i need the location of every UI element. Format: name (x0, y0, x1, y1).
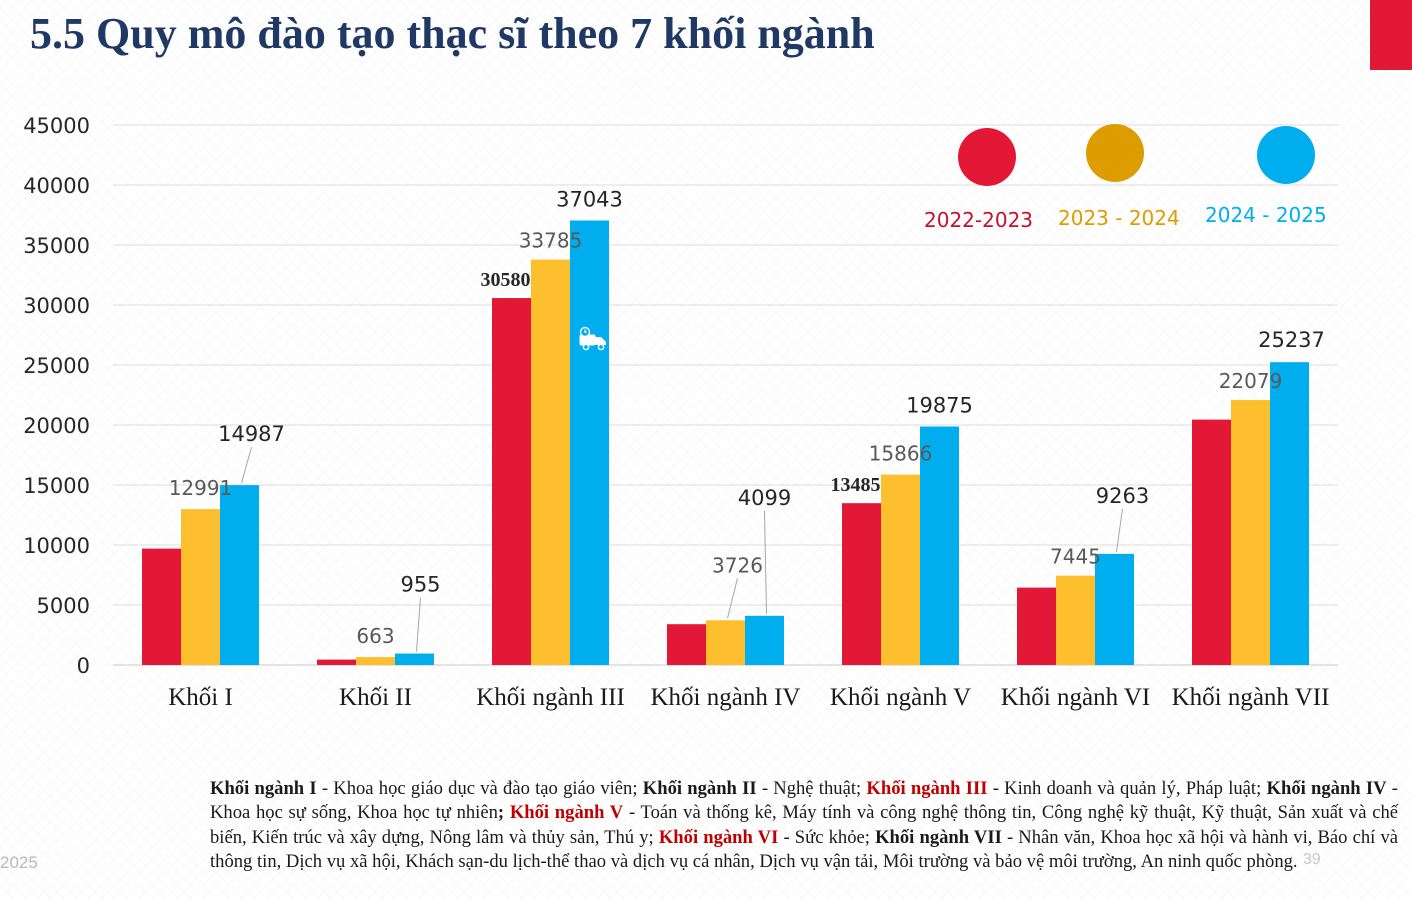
data-label: 19875 (906, 394, 973, 418)
footnote-term: Khối ngành V (509, 802, 624, 824)
data-label: 7445 (1050, 545, 1101, 569)
bar-3 (220, 485, 259, 665)
bar-2 (531, 259, 570, 665)
legend-label-series-2: 2023 - 2024 (1058, 206, 1180, 230)
footnote-term: Khối ngành VII (875, 826, 1002, 848)
data-label: 15866 (869, 442, 933, 466)
bar-3 (1095, 553, 1134, 665)
legend-marker-series-1 (958, 128, 1016, 186)
bar-1 (142, 548, 181, 665)
bar-1 (1192, 419, 1231, 665)
y-tick-label: 0 (77, 654, 90, 678)
data-label-leader (416, 597, 421, 652)
data-label: 9263 (1096, 484, 1149, 508)
x-category-label: Khối ngành VII (1172, 684, 1330, 711)
data-label: 4099 (738, 486, 791, 510)
footnote-text: - Nhân văn, Khoa học xã hội và hành vi, … (210, 826, 1399, 872)
footnote-text: - Khoa học sự sống, Khoa học tự nhiên (210, 778, 1398, 824)
y-tick-label: 15000 (23, 474, 90, 498)
bar-3 (745, 615, 784, 665)
bar-1 (1017, 587, 1056, 665)
footnote-term: Khối ngành II (642, 778, 757, 799)
bar-2 (881, 474, 920, 665)
data-label: 663 (356, 624, 394, 648)
data-label: 12991 (169, 476, 233, 500)
footnote-text: - Toán và thống kê, Máy tính và công ngh… (210, 802, 1398, 848)
y-tick-label: 45000 (23, 114, 90, 138)
data-label: 33785 (519, 229, 583, 253)
data-label-leader (241, 447, 252, 484)
data-label: 13485 (831, 474, 881, 496)
y-tick-label: 25000 (23, 354, 90, 378)
bar-1 (492, 298, 531, 665)
delivery-truck-icon (579, 326, 606, 351)
khoi-nganh-definitions: Khối ngành I - Khoa học giáo dục và đào … (210, 777, 1398, 874)
bar-3 (920, 426, 959, 665)
page-number: 39 (1303, 851, 1321, 868)
footnote-term: Khối ngành VI (658, 826, 779, 848)
bar-2 (706, 620, 745, 665)
footnote-term: Khối ngành I (210, 778, 317, 799)
data-label: 3726 (712, 553, 763, 577)
footnote-text: - Sức khỏe; (778, 826, 876, 848)
x-category-label: Khối ngành VI (1001, 684, 1151, 711)
data-label: 37043 (556, 187, 623, 211)
footnote-term: Khối ngành III (866, 778, 988, 799)
footer-year: 2025 (0, 853, 38, 872)
bar-2 (1231, 400, 1270, 665)
data-label-leader (764, 510, 767, 614)
data-label: 30580 (481, 269, 531, 291)
y-tick-label: 40000 (23, 174, 90, 198)
corner-accent-block (1370, 0, 1412, 70)
bar-3 (570, 220, 609, 665)
footnote-term: Khối ngành IV (1266, 778, 1387, 799)
y-tick-label: 20000 (23, 414, 90, 438)
legend-marker-series-2 (1086, 124, 1144, 182)
data-label: 25237 (1258, 328, 1325, 352)
data-label-leader (1116, 508, 1123, 552)
y-tick-label: 35000 (23, 234, 90, 258)
y-tick-label: 10000 (23, 534, 90, 558)
bar-3 (1270, 362, 1309, 665)
data-label: 14987 (218, 422, 285, 446)
footnote-text: - Nghệ thuật; (756, 778, 867, 799)
bar-1 (667, 624, 706, 665)
x-category-label: Khối I (168, 684, 233, 711)
y-tick-label: 30000 (23, 294, 90, 318)
footnote-term: ; (497, 802, 510, 824)
footnote-text: - Kinh doanh và quản lý, Pháp luật; (987, 778, 1267, 799)
bar-2 (181, 509, 220, 665)
legend-label-series-1: 2022-2023 (924, 208, 1034, 232)
x-category-label: Khối ngành III (476, 684, 625, 711)
data-label: 955 (400, 573, 440, 597)
bar-2 (1056, 575, 1095, 665)
footnote-text: - Khoa học giáo dục và đào tạo giáo viên… (316, 778, 643, 799)
bar-3 (395, 653, 434, 665)
slide-title: 5.5 Quy mô đào tạo thạc sĩ theo 7 khối n… (30, 9, 875, 58)
data-label: 22079 (1219, 369, 1283, 393)
x-category-label: Khối ngành V (830, 684, 971, 711)
y-tick-label: 5000 (37, 594, 90, 618)
x-category-label: Khối ngành IV (651, 684, 801, 711)
bar-1 (317, 659, 356, 665)
bar-1 (842, 503, 881, 665)
x-category-label: Khối II (339, 684, 412, 711)
bar-2 (356, 657, 395, 665)
data-label-leader (727, 578, 738, 619)
legend-marker-series-3 (1257, 126, 1315, 184)
bar-chart: 0 5000 10000 15000 20000 25000 30000 35000 40000… (23, 114, 1338, 711)
legend-label-series-3: 2024 - 2025 (1205, 203, 1327, 227)
